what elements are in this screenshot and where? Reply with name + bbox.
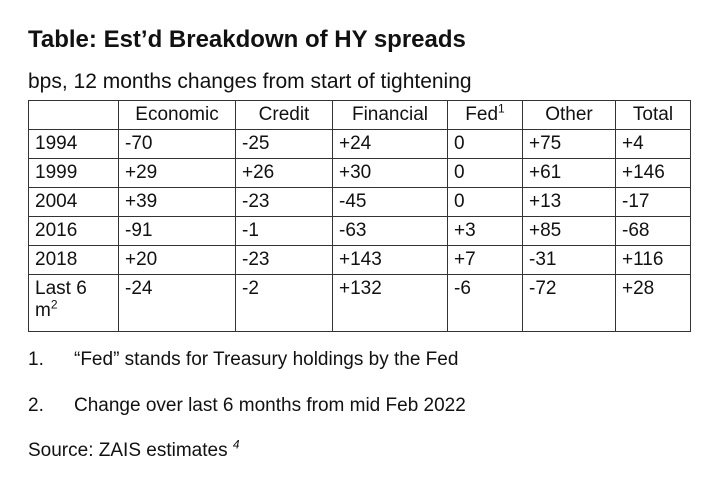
cell: -45 <box>332 187 448 217</box>
superscript: 1 <box>498 101 505 116</box>
cell: +146 <box>615 158 691 188</box>
cell: -17 <box>615 187 691 217</box>
source: Source: ZAIS estimates 4 <box>28 437 240 462</box>
cell: -1 <box>235 216 333 246</box>
cell: -2 <box>235 274 333 332</box>
cell-text: Last 6 m <box>35 278 87 321</box>
cell: -31 <box>522 245 616 275</box>
table-row: 1999 +29 +26 +30 0 +61 +146 <box>28 158 691 188</box>
footnote: 1. “Fed” stands for Treasury holdings by … <box>28 349 458 371</box>
cell: +28 <box>615 274 691 332</box>
cell: -24 <box>118 274 236 332</box>
cell: -72 <box>522 274 616 332</box>
cell: 0 <box>447 187 523 217</box>
column-header <box>28 100 119 130</box>
footnote: 2. Change over last 6 months from mid Feb… <box>28 395 466 417</box>
row-label: Last 6 m2 <box>28 274 119 332</box>
cell: +85 <box>522 216 616 246</box>
table-row: 2018 +20 -23 +143 +7 -31 +116 <box>28 245 691 275</box>
source-sup: 4 <box>232 437 240 452</box>
column-header: Fed1 <box>447 100 523 130</box>
cell: +39 <box>118 187 236 217</box>
cell: -91 <box>118 216 236 246</box>
cell: 0 <box>447 158 523 188</box>
table-row: 2016 -91 -1 -63 +3 +85 -68 <box>28 216 691 246</box>
table-row: Last 6 m2 -24 -2 +132 -6 -72 +28 <box>28 274 691 332</box>
table: Economic Credit Financial Fed1 Other Total 19… <box>28 100 691 332</box>
footnote-text: “Fed” stands for Treasury holdings by th… <box>74 349 459 370</box>
cell: +20 <box>118 245 236 275</box>
cell: -23 <box>235 187 333 217</box>
header-row: Economic Credit Financial Fed1 Other Total <box>28 100 691 130</box>
cell: -70 <box>118 129 236 159</box>
row-label: 1994 <box>28 129 119 159</box>
cell: -23 <box>235 245 333 275</box>
cell: +143 <box>332 245 448 275</box>
subtitle: bps, 12 months changes from start of tig… <box>28 70 472 93</box>
superscript: 2 <box>50 297 58 312</box>
cell: -68 <box>615 216 691 246</box>
cell: -63 <box>332 216 448 246</box>
cell: +75 <box>522 129 616 159</box>
row-label: 1999 <box>28 158 119 188</box>
footnote-number: 2. <box>28 395 44 416</box>
footnote-number: 1. <box>28 349 44 370</box>
column-header: Financial <box>332 100 448 130</box>
column-header: Credit <box>235 100 333 130</box>
column-header: Other <box>522 100 616 130</box>
table-row: 2004 +39 -23 -45 0 +13 -17 <box>28 187 691 217</box>
column-header: Economic <box>118 100 236 130</box>
cell: +24 <box>332 129 448 159</box>
cell-text: Fed <box>465 104 499 125</box>
cell: +7 <box>447 245 523 275</box>
column-header: Total <box>615 100 691 130</box>
cell: +116 <box>615 245 691 275</box>
source-text: Source: ZAIS estimates <box>28 440 228 461</box>
row-label: 2016 <box>28 216 119 246</box>
cell: +61 <box>522 158 616 188</box>
cell: +3 <box>447 216 523 246</box>
row-label: 2018 <box>28 245 119 275</box>
cell: +4 <box>615 129 691 159</box>
cell: +29 <box>118 158 236 188</box>
footnote-text: Change over last 6 months from mid Feb 2… <box>74 395 466 416</box>
cell: +26 <box>235 158 333 188</box>
table-row: 1994 -70 -25 +24 0 +75 +4 <box>28 129 691 159</box>
cell: -25 <box>235 129 333 159</box>
cell: +13 <box>522 187 616 217</box>
cell: -6 <box>447 274 523 332</box>
cell: 0 <box>447 129 523 159</box>
cell: +132 <box>332 274 448 332</box>
title: Table: Est’d Breakdown of HY spreads <box>28 26 466 53</box>
row-label: 2004 <box>28 187 119 217</box>
cell: +30 <box>332 158 448 188</box>
